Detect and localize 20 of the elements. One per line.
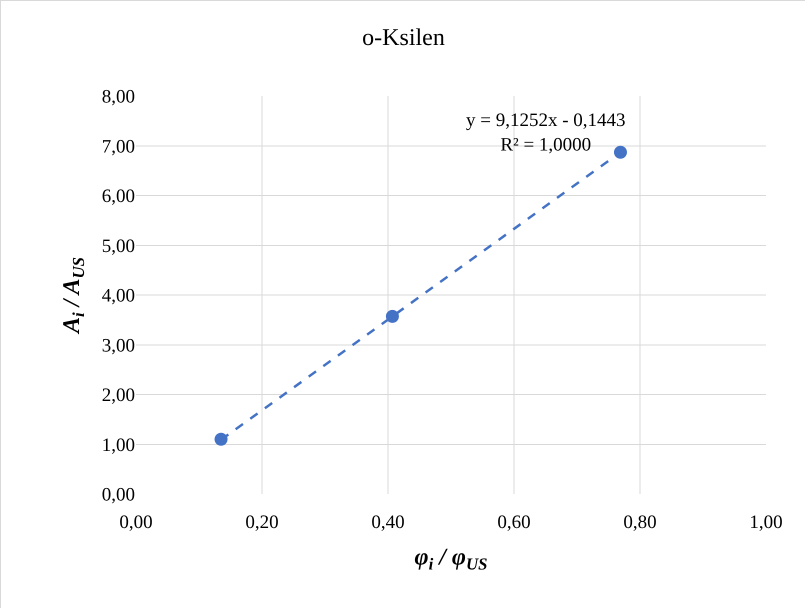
- y-tick-label: 1,00: [102, 434, 135, 456]
- y-tick-label: 0,00: [102, 484, 135, 506]
- x-axis-title: φ$_{i}$ / φ$_{US}$: [414, 544, 488, 574]
- annotation: y = 9,1252x - 0,1443: [466, 110, 626, 131]
- x-tick-label: 0,80: [623, 512, 657, 533]
- y-tick-label: 8,00: [102, 86, 135, 108]
- x-tick-label: 0,60: [497, 512, 531, 533]
- x-tick-label: 0,00: [119, 512, 153, 533]
- x-tick-label: 0,40: [371, 512, 405, 533]
- x-tick-label: 1,00: [749, 512, 783, 533]
- y-tick-label: 7,00: [102, 136, 135, 158]
- y-tick-label: 5,00: [102, 236, 135, 257]
- y-tick-label: 6,00: [102, 186, 135, 208]
- y-tick-label: 4,00: [102, 286, 135, 307]
- point: [386, 310, 399, 323]
- chart-title: o-Ksilen: [362, 25, 445, 52]
- y-tick-label: 3,00: [102, 335, 135, 356]
- x-tick-label: 0,20: [245, 512, 279, 533]
- y-tick-label: 2,00: [102, 385, 135, 406]
- annotation: R² = 1,0000: [500, 134, 592, 156]
